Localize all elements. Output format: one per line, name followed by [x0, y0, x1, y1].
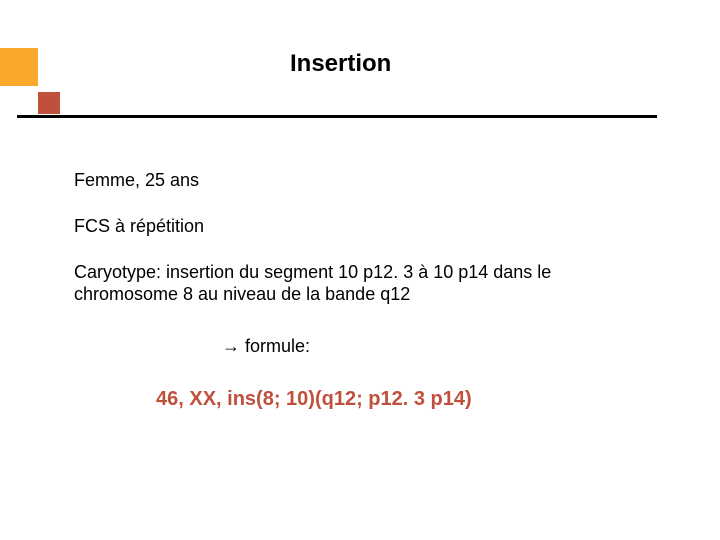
line-patient: Femme, 25 ans: [74, 170, 199, 191]
arrow-icon: →: [222, 336, 240, 356]
slide-title: Insertion: [290, 50, 391, 78]
slide: Insertion Femme, 25 ans FCS à répétition…: [0, 0, 720, 540]
line-caryotype-1: Caryotype: insertion du segment 10 p12. …: [74, 262, 551, 283]
separator-line: [17, 115, 657, 118]
accent-square-orange: [0, 48, 38, 86]
line-fcs: FCS à répétition: [74, 216, 204, 237]
formule-text: formule:: [240, 336, 310, 356]
karyotype-formula: 46, XX, ins(8; 10)(q12; p12. 3 p14): [156, 388, 472, 411]
accent-square-red: [38, 92, 60, 114]
line-caryotype-2: chromosome 8 au niveau de la bande q12: [74, 284, 410, 305]
formule-label: → formule:: [222, 336, 310, 357]
